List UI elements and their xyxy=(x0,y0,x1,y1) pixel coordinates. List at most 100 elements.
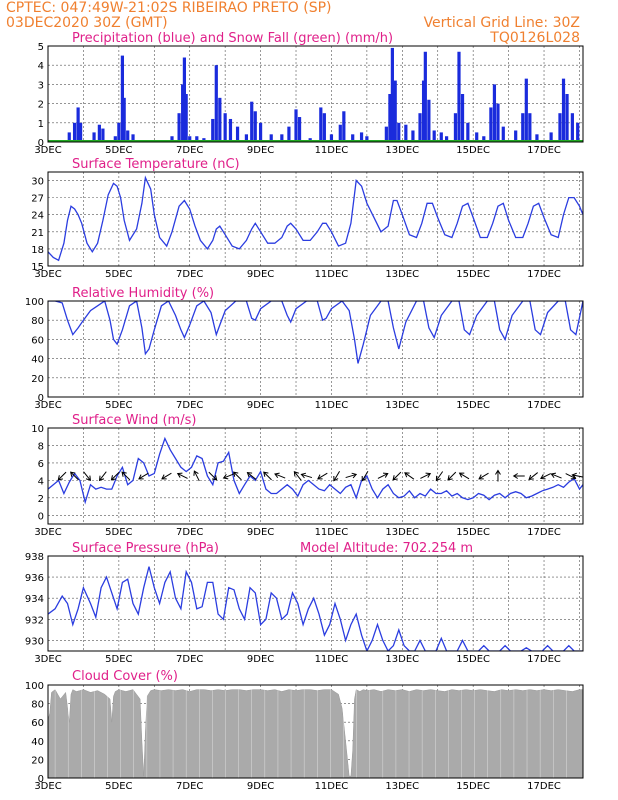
humidity-line xyxy=(48,301,583,364)
temperature-ytick-label: 24 xyxy=(31,211,44,222)
precip-bar xyxy=(170,136,174,142)
wind-xtick-label: 15DEC xyxy=(456,527,490,538)
precip-bar xyxy=(558,113,562,142)
wind-vector-head xyxy=(571,472,577,479)
precip-bar xyxy=(496,103,500,142)
temperature-frame xyxy=(47,171,584,267)
wind-vector-head xyxy=(263,471,269,477)
precip-bar xyxy=(390,47,394,142)
precip-bar xyxy=(235,126,240,142)
pressure-xtick-label: 3DEC xyxy=(34,654,61,665)
wind-xtick-label: 3DEC xyxy=(34,527,61,538)
wind-vector xyxy=(263,471,272,481)
wind-vector-head xyxy=(98,475,105,482)
precip-bar xyxy=(466,122,470,142)
wind-xtick-label: 9DEC xyxy=(247,527,274,538)
temperature-xtick-label: 7DEC xyxy=(176,269,203,280)
wind-vector-head xyxy=(495,469,501,475)
precip-bar xyxy=(439,132,443,142)
wind-ytick-label: 4 xyxy=(38,476,44,487)
precip-bar xyxy=(492,84,497,142)
precip-bar xyxy=(101,128,105,142)
precip-bar xyxy=(524,78,528,142)
temperature-ytick-label: 18 xyxy=(31,245,44,256)
wind-vector xyxy=(57,471,67,481)
wind-vector xyxy=(293,470,302,481)
precip-xtick-label: 17DEC xyxy=(527,145,561,156)
precip-bar xyxy=(393,80,397,142)
wind-vector-head xyxy=(540,474,546,480)
wind-vector xyxy=(274,472,286,479)
precip-bar xyxy=(131,134,135,142)
wind-vector-shaft xyxy=(572,474,583,478)
cloud-ytick-label: 100 xyxy=(25,681,44,692)
precip-panel: 0 1 2 3 4 5 3DEC 5DEC 7DEC 9DEC 11DEC 13DEC 15DEC 17D… xyxy=(34,31,584,156)
precip-ytick-label: 0 xyxy=(38,138,44,149)
precip-bar xyxy=(297,117,302,142)
wind-vector-head xyxy=(161,474,167,480)
wind-vector xyxy=(193,470,200,482)
wind-vector xyxy=(447,471,457,481)
header-grid-line: Vertical Grid Line: 30Z xyxy=(424,15,580,31)
precip-bar xyxy=(113,136,117,142)
precip-bar xyxy=(460,94,465,142)
precip-bar xyxy=(244,134,249,142)
temperature-xtick-label: 11DEC xyxy=(315,269,349,280)
wind-vector xyxy=(161,472,172,480)
cloud-plot xyxy=(48,689,583,778)
wind-vector xyxy=(83,471,91,482)
humidity-plot xyxy=(48,301,583,364)
humidity-ytick-label: 20 xyxy=(31,374,44,385)
header-location: CPTEC: 047:49W-21:02S RIBEIRAO PRETO (SP… xyxy=(6,0,332,16)
precip-bar xyxy=(338,124,342,142)
wind-vector xyxy=(361,471,369,482)
wind-vector-shaft xyxy=(83,471,91,481)
precip-bar xyxy=(561,78,566,142)
wind-vector xyxy=(121,471,131,481)
precip-bar xyxy=(411,130,415,142)
wind-vector xyxy=(232,471,242,481)
precip-bar xyxy=(92,132,96,142)
wind-vector-head xyxy=(528,474,534,481)
wind-vector-shaft xyxy=(57,471,67,481)
wind-vector-head xyxy=(404,472,410,478)
cloud-xtick-label: 3DEC xyxy=(34,781,61,792)
wind-vector xyxy=(435,471,444,482)
humidity-xtick-label: 17DEC xyxy=(527,400,561,411)
precip-bar xyxy=(570,113,574,142)
precip-ytick-label: 3 xyxy=(38,80,44,91)
wind-vector-head xyxy=(361,475,367,482)
precip-bar xyxy=(253,111,257,142)
wind-vector-head xyxy=(478,474,484,480)
precip-xtick-label: 7DEC xyxy=(176,145,203,156)
cloud-frame xyxy=(47,684,584,779)
precip-bar xyxy=(418,113,422,142)
wind-vector-shaft xyxy=(551,473,562,479)
humidity-xtick-label: 13DEC xyxy=(385,400,419,411)
precip-bar xyxy=(195,136,199,142)
wind-xtick-label: 11DEC xyxy=(315,527,349,538)
precip-bar xyxy=(294,109,298,142)
wind-vector xyxy=(404,472,415,480)
precip-bar xyxy=(218,97,222,142)
precip-bar xyxy=(514,130,518,142)
wind-vector xyxy=(495,469,501,482)
wind-vector-shaft xyxy=(274,473,286,479)
wind-vector-head xyxy=(110,475,117,481)
pressure-xtick-label: 11DEC xyxy=(315,654,349,665)
precip-bar xyxy=(228,118,233,142)
wind-vector-shaft xyxy=(121,471,131,481)
wind-vector xyxy=(458,472,470,480)
precip-bar xyxy=(329,134,334,142)
pressure-ytick-label: 930 xyxy=(25,636,44,647)
pressure-ytick-label: 932 xyxy=(25,615,44,626)
wind-vector-head xyxy=(211,475,218,481)
pressure-xtick-label: 7DEC xyxy=(176,654,203,665)
wind-vector-shaft xyxy=(161,472,172,480)
wind-line xyxy=(48,436,583,505)
precip-bar xyxy=(319,107,323,142)
pressure-panel: 930 932 934 936 938 3DEC 5DEC 7DEC 9DEC 11DEC 13DE… xyxy=(25,541,584,665)
precip-bar xyxy=(120,55,125,142)
precip-bar xyxy=(404,124,408,142)
precip-title: Precipitation (blue) and Snow Fall (gree… xyxy=(72,31,393,46)
